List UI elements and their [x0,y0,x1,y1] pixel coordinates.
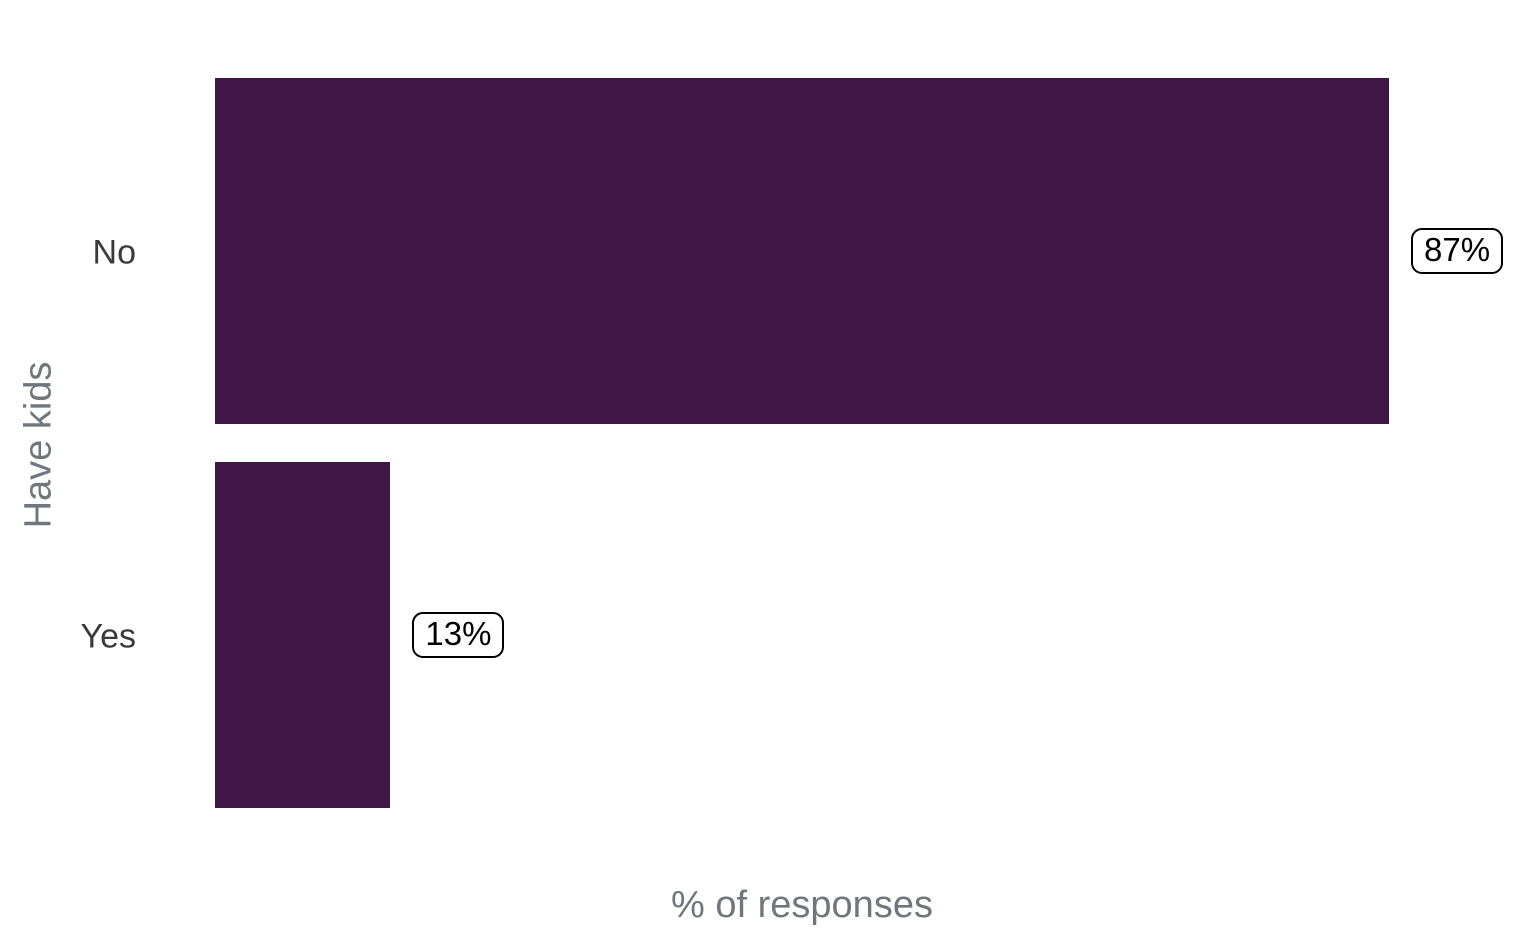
x-axis-title: % of responses [671,884,933,926]
y-axis-title: Have kids [17,361,60,529]
bar-row-yes: 13% [215,462,1389,808]
bar-no [215,78,1389,424]
y-tick-label-no: No [92,233,136,272]
bar-row-no: 87% [215,78,1504,424]
y-tick-label-yes: Yes [80,617,136,656]
bar-yes [215,462,391,808]
plot-panel: 87% 13% [215,78,1504,809]
value-label-no: 87% [1411,227,1504,275]
value-label-yes: 13% [412,611,505,659]
